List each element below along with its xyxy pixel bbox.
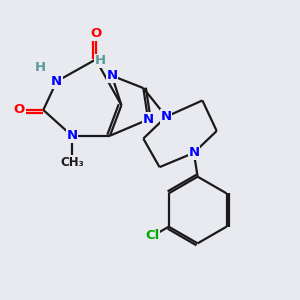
Text: N: N [188, 146, 200, 159]
Text: H: H [95, 54, 106, 68]
Text: CH₃: CH₃ [60, 156, 84, 169]
Text: Cl: Cl [146, 230, 160, 242]
Text: O: O [90, 27, 101, 40]
Text: N: N [51, 75, 62, 88]
Text: H: H [35, 61, 46, 74]
Text: N: N [142, 113, 154, 126]
Text: O: O [14, 103, 25, 116]
Text: N: N [160, 110, 172, 123]
Text: N: N [106, 69, 118, 82]
Text: N: N [66, 129, 77, 142]
